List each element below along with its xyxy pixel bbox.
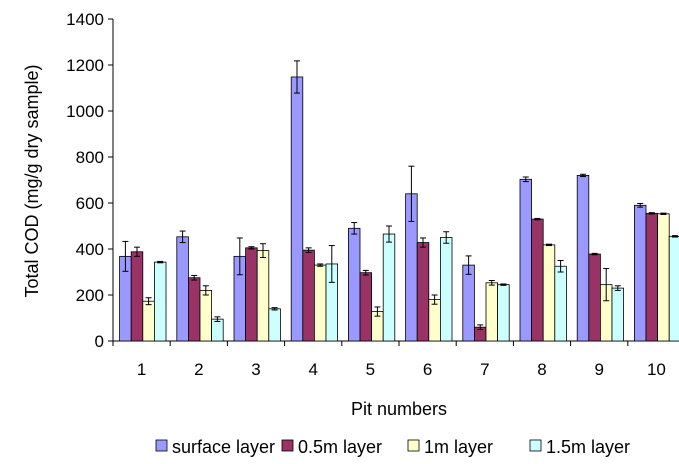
plot-area: 0 200 400 600 800 1000 1200 1400 1 2 3 4 5 6 7 8 9 10 [66, 10, 679, 379]
bar-1-pit-5 [347, 227, 361, 342]
x-tick-label: 4 [308, 360, 317, 379]
bar-4-pit-1 [153, 261, 167, 342]
bar-4-pit-3 [268, 308, 281, 342]
x-tick-label: 2 [194, 360, 203, 379]
bar-4-pit-7 [497, 284, 510, 342]
legend-label-3: 1m layer [424, 437, 493, 457]
x-tick-label: 8 [537, 360, 546, 379]
bar-3-pit-3 [256, 250, 270, 342]
x-tick-label: 10 [647, 360, 666, 379]
legend-swatch-1 [155, 439, 168, 452]
bar-1-pit-2 [176, 236, 189, 342]
bar-2-pit-3 [245, 247, 258, 342]
x-tick-label: 7 [480, 360, 489, 379]
bar-4-pit-6 [439, 237, 453, 342]
bar-2-pit-1 [130, 251, 144, 342]
y-tick-label: 1200 [66, 56, 104, 75]
bar-3-pit-10 [657, 213, 670, 342]
bar-1-pit-10 [634, 204, 647, 342]
bar-1-pit-4 [290, 76, 304, 342]
bar-2-pit-4 [302, 249, 315, 342]
y-tick-label: 1400 [66, 10, 104, 29]
bar-2-pit-9 [588, 253, 601, 342]
y-tick-label: 800 [76, 148, 104, 167]
x-tick-label: 3 [251, 360, 260, 379]
legend: surface layer 0.5m layer 1m layer 1.5m laye… [155, 437, 630, 457]
bar-2-pit-8 [531, 218, 544, 342]
y-tick-label: 400 [76, 240, 104, 259]
x-tick-label: 5 [366, 360, 375, 379]
legend-label-4: 1.5m layer [546, 437, 630, 457]
legend-swatch-2 [281, 439, 294, 452]
bar-1-pit-7 [462, 264, 475, 342]
y-tick-label: 600 [76, 194, 104, 213]
bar-3-pit-8 [542, 244, 556, 342]
y-tick-label: 1000 [66, 102, 104, 121]
bar-4-pit-9 [611, 287, 625, 342]
x-tick-label: 9 [594, 360, 603, 379]
bar-4-pit-2 [211, 318, 224, 342]
bar-3-pit-6 [428, 299, 441, 342]
bar-1-pit-9 [576, 174, 590, 342]
y-tick-label: 0 [95, 332, 104, 351]
x-tick-label: 6 [423, 360, 432, 379]
y-axis-title: Total COD (mg/g dry sample) [22, 64, 42, 297]
bar-3-pit-7 [485, 282, 499, 342]
bar-1-pit-8 [519, 178, 533, 342]
legend-label-2: 0.5m layer [298, 437, 382, 457]
bar-3-pit-1 [142, 300, 155, 342]
bar-4-pit-5 [382, 233, 396, 342]
bar-2-pit-5 [359, 272, 373, 342]
bar-3-pit-2 [199, 289, 213, 342]
bar-2-pit-6 [416, 242, 430, 342]
bar-2-pit-2 [187, 277, 201, 342]
x-tick-label: 1 [137, 360, 146, 379]
y-tick-label: 200 [76, 286, 104, 305]
legend-label-1: surface layer [172, 437, 275, 457]
bar-2-pit-10 [645, 212, 659, 342]
x-axis-title: Pit numbers [351, 399, 447, 419]
bar-3-pit-4 [313, 264, 327, 342]
bar-4-pit-10 [668, 235, 679, 342]
legend-swatch-4 [529, 439, 542, 452]
legend-swatch-3 [407, 439, 420, 452]
bar-4-pit-8 [554, 265, 567, 342]
